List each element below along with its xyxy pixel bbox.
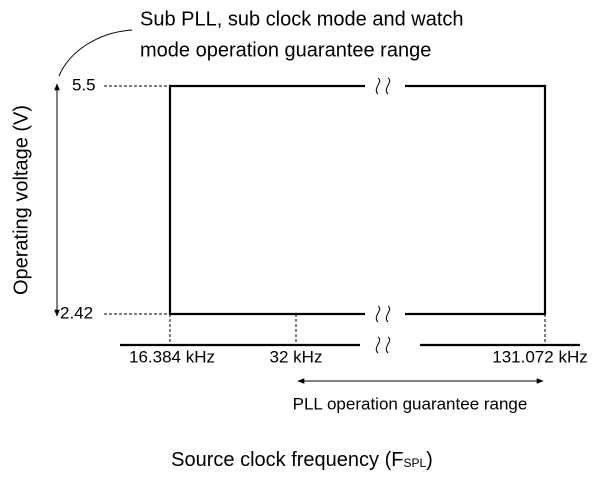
x-axis-label: Source clock frequency (FSPL) bbox=[171, 449, 433, 471]
range-box bbox=[168, 84, 365, 316]
annotation-line: mode operation guarantee range bbox=[140, 39, 431, 61]
y-label: 5.5 bbox=[72, 75, 96, 94]
x-label: 131.072 kHz bbox=[492, 347, 587, 366]
x-label: 32 kHz bbox=[270, 347, 323, 366]
x-axis-label-sub: SPL bbox=[403, 456, 426, 470]
leader-line bbox=[58, 29, 133, 77]
x-axis-label-suffix: ) bbox=[426, 449, 433, 471]
x-label: 16.384 kHz bbox=[129, 347, 215, 366]
break-mark bbox=[375, 77, 391, 354]
annotation-line: Sub PLL, sub clock mode and watch bbox=[140, 8, 464, 30]
y-axis-label: Operating voltage (V) bbox=[10, 105, 32, 295]
range-box bbox=[405, 84, 547, 316]
y-label: 2.42 bbox=[60, 303, 93, 322]
x-axis-label-text: Source clock frequency (F bbox=[171, 449, 403, 471]
range-label: PLL operation guarantee range bbox=[293, 394, 528, 413]
